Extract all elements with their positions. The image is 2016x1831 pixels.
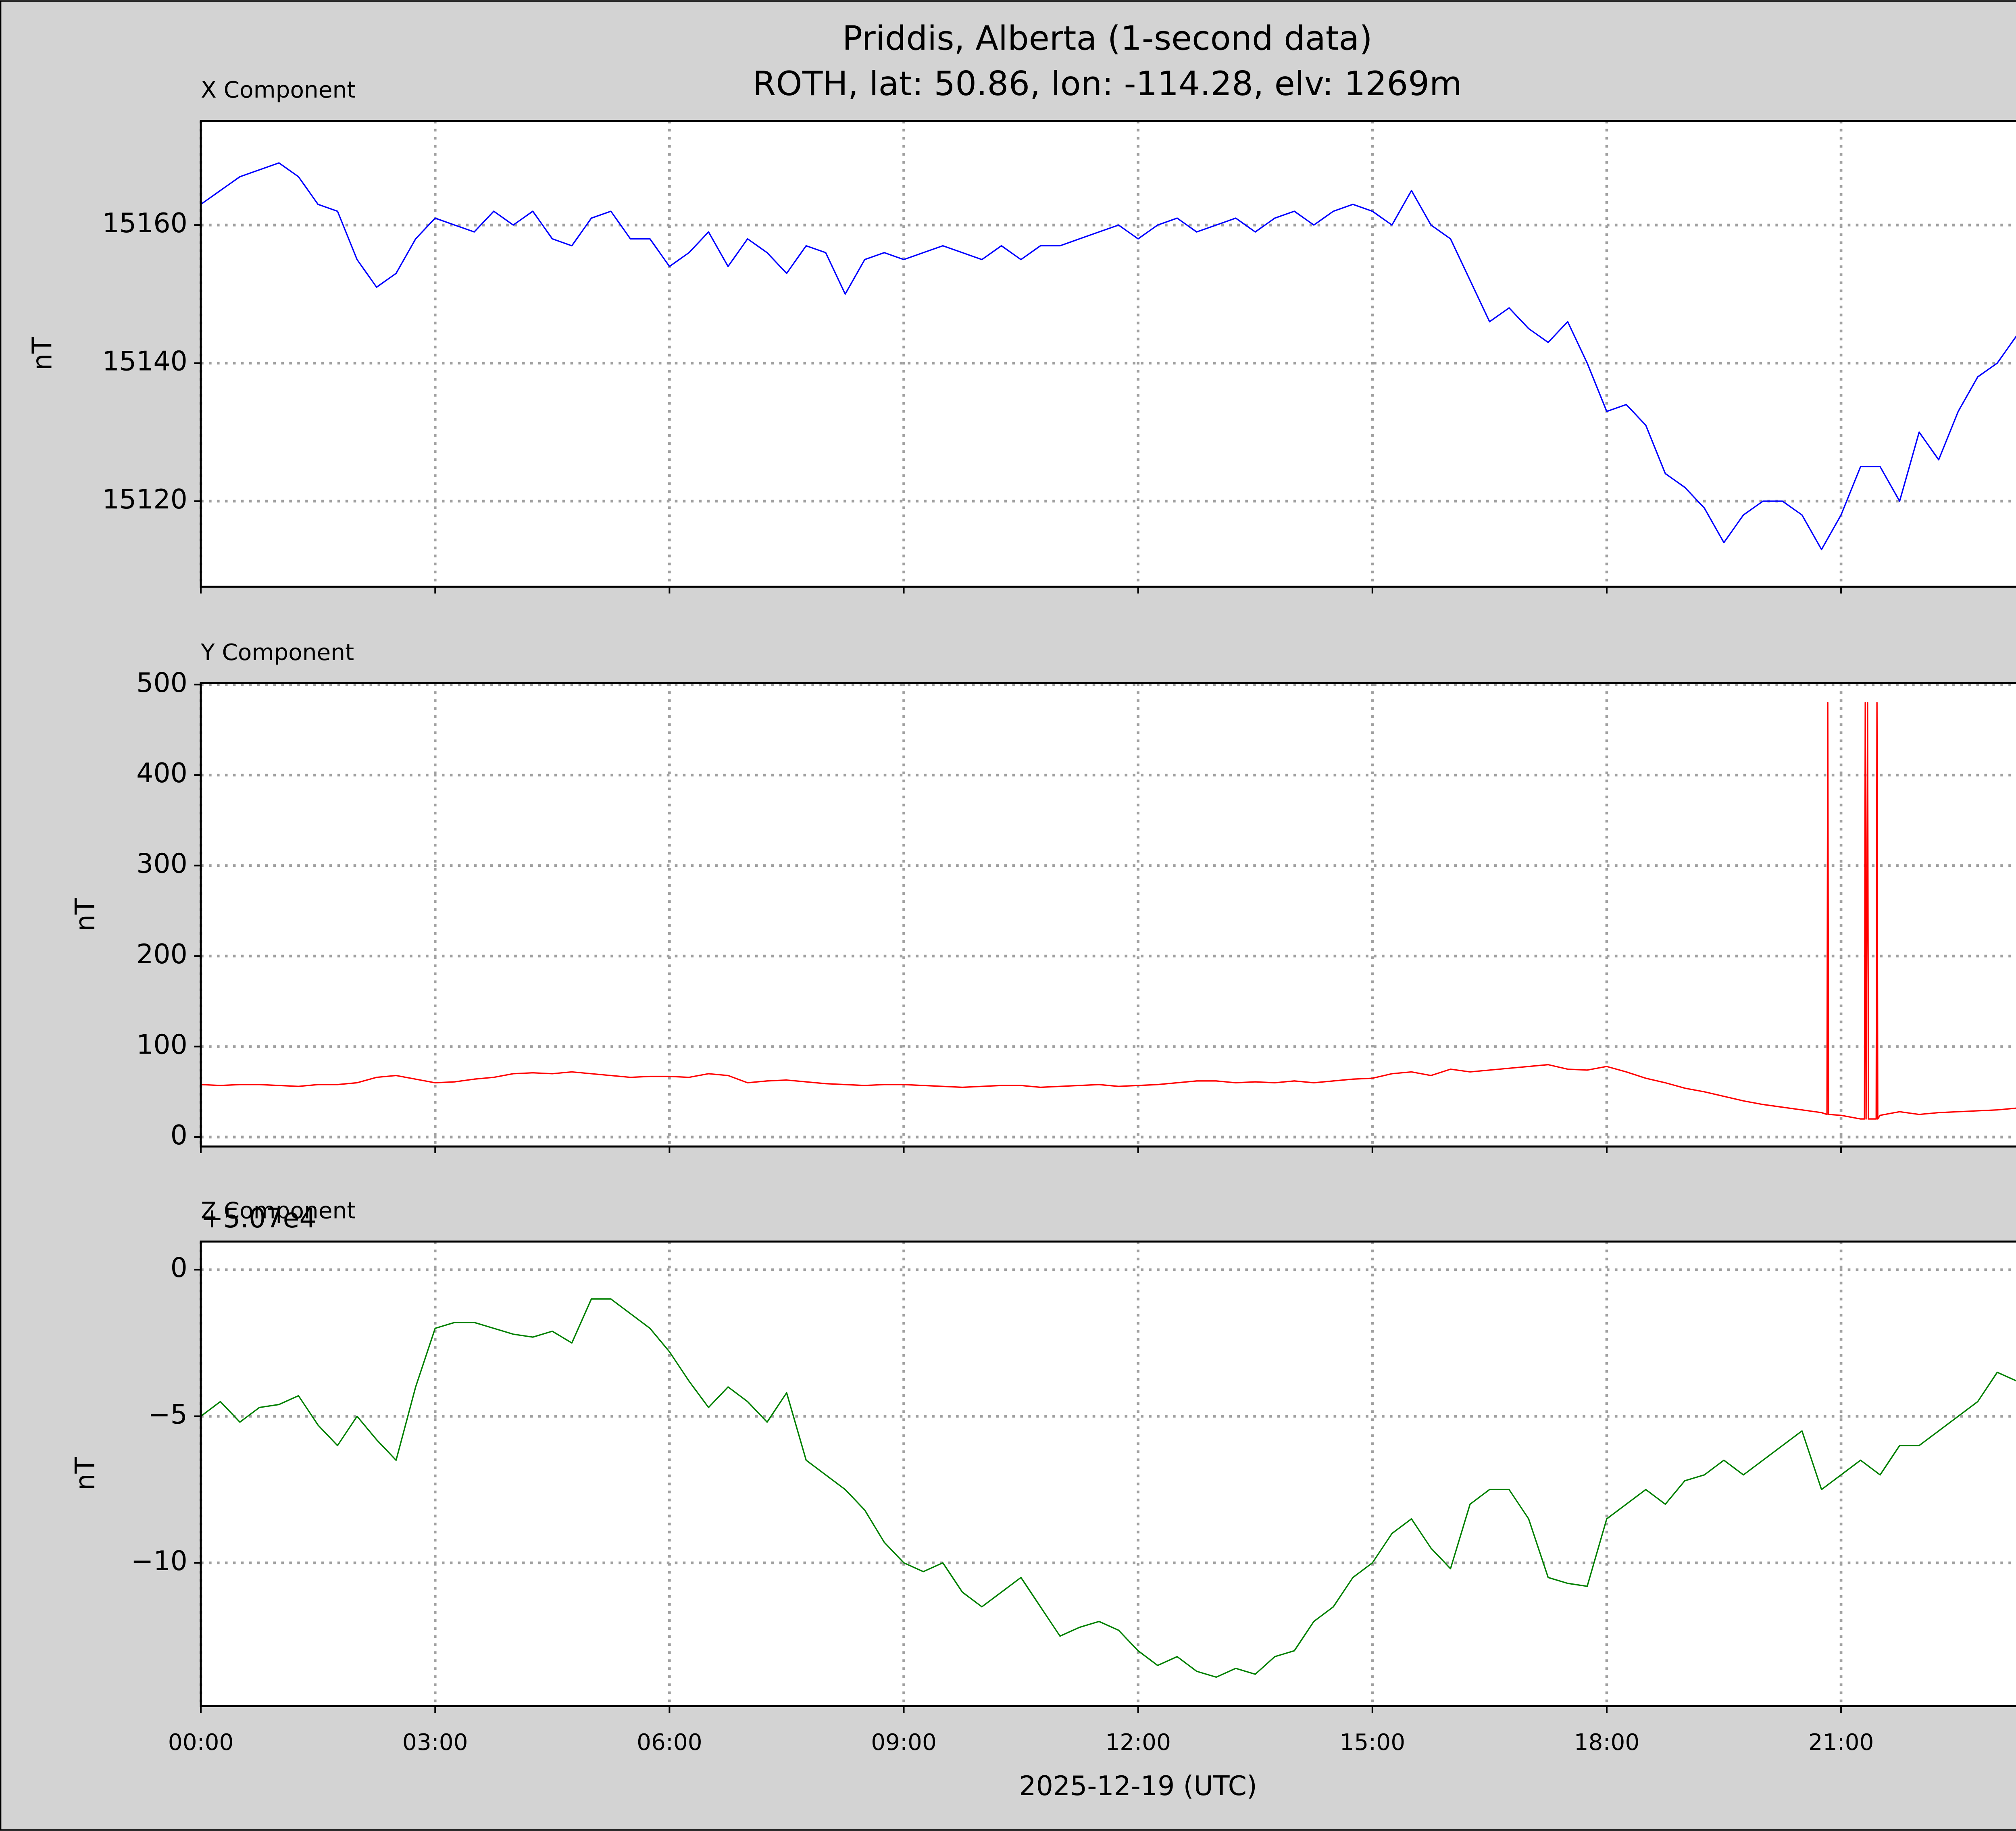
x-tick-label: 18:00 xyxy=(1574,1729,1640,1756)
x-tick-label: 12:00 xyxy=(1105,1729,1171,1756)
figure-subtitle: ROTH, lat: 50.86, lon: -114.28, elv: 126… xyxy=(753,64,1462,103)
y-tick-label: 400 xyxy=(136,757,187,789)
x-tick-label: 03:00 xyxy=(402,1729,468,1756)
subplot-title: Z Component xyxy=(201,1198,356,1224)
y-axis-label: nT xyxy=(27,337,58,371)
x-tick-label: 21:00 xyxy=(1808,1729,1874,1756)
y-tick-label: 100 xyxy=(136,1029,187,1060)
figure-title: Priddis, Alberta (1-second data) xyxy=(842,19,1372,58)
y-tick-label: 0 xyxy=(171,1119,187,1151)
y-axis-label: nT xyxy=(69,898,101,931)
x-tick-label: 00:00 xyxy=(168,1729,234,1756)
y-axis-label: nT xyxy=(69,1457,101,1491)
y-tick-label: 15140 xyxy=(102,346,187,377)
plot-area xyxy=(201,683,2016,1147)
y-tick-label: 15160 xyxy=(102,207,187,239)
y-tick-label: −5 xyxy=(148,1398,187,1430)
data-line xyxy=(201,1298,2016,1678)
x-tick-label: 09:00 xyxy=(871,1729,937,1756)
data-line xyxy=(201,162,2016,550)
y-tick-label: 300 xyxy=(136,848,187,879)
plot-frame xyxy=(200,682,2016,1148)
y-tick-label: 200 xyxy=(136,938,187,970)
y-tick-label: −10 xyxy=(131,1545,187,1577)
y-tick-label: 0 xyxy=(171,1252,187,1283)
plot-area xyxy=(201,121,2016,587)
plot-frame xyxy=(200,120,2016,588)
y-tick-label: 500 xyxy=(136,667,187,698)
x-tick-label: 06:00 xyxy=(637,1729,702,1756)
y-tick-label: 15120 xyxy=(102,483,187,515)
plot-frame xyxy=(200,1240,2016,1707)
data-line xyxy=(201,702,2016,1120)
plot-area xyxy=(201,1241,2016,1706)
y-offset-label: +5.07e4 xyxy=(201,1202,317,1234)
subplot-title: Y Component xyxy=(200,639,354,666)
x-tick-label: 15:00 xyxy=(1339,1729,1405,1756)
subplot-title: X Component xyxy=(201,77,356,103)
x-axis-label: 2025-12-19 (UTC) xyxy=(1019,1770,1257,1802)
